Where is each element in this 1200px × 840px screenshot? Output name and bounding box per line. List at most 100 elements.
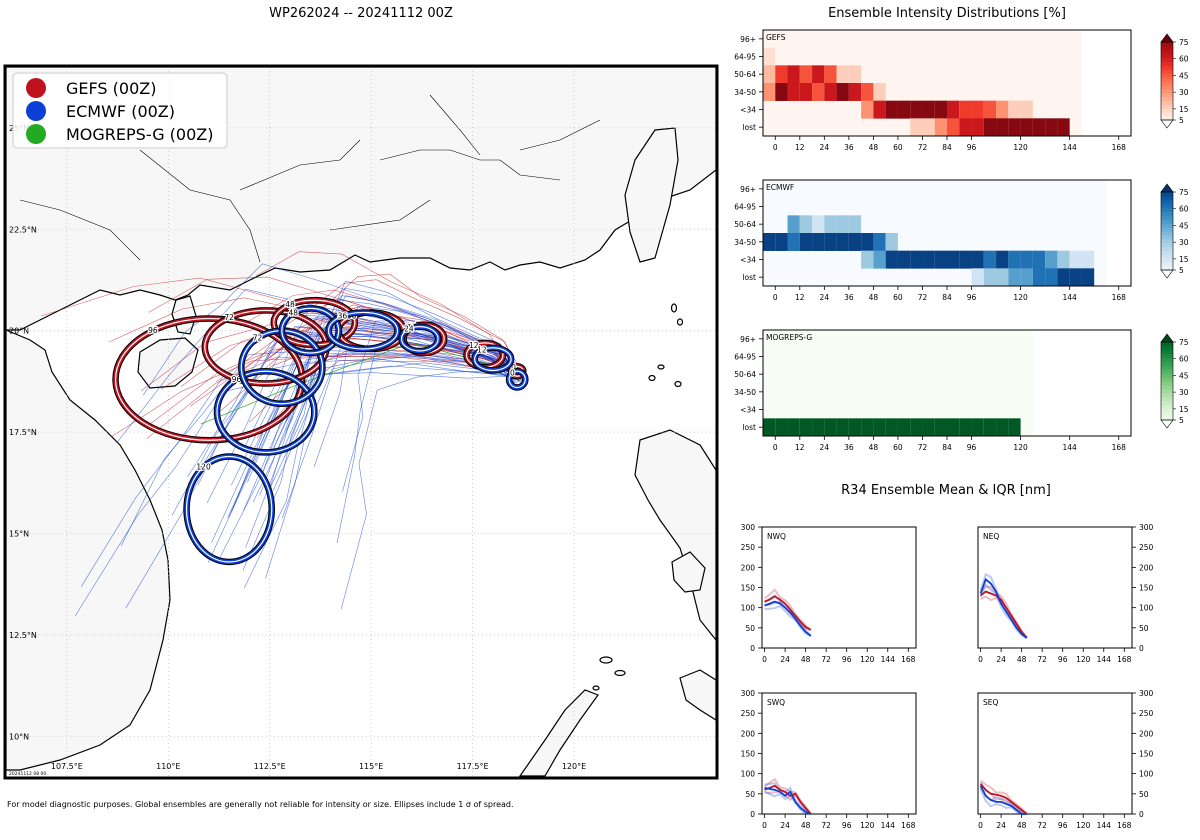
- x-tick-label: 24: [820, 293, 830, 302]
- colorbar-segment: [1161, 57, 1173, 62]
- land-mindoro: [671, 551, 706, 593]
- heatmap-cell: [824, 65, 837, 84]
- x-tick-label: 144: [1097, 655, 1112, 664]
- ellipse-inner: [185, 455, 273, 563]
- x-tick-label: 24: [996, 655, 1006, 664]
- member-track: [120, 349, 513, 547]
- y-tick-label: 64-95: [734, 353, 756, 362]
- heatmap-cell: [971, 418, 984, 437]
- y-tick-label: 250: [1139, 543, 1154, 552]
- quadrant-label: NWQ: [767, 532, 786, 541]
- heatmap-cell: [861, 100, 874, 119]
- heatmap-cell: [910, 100, 923, 119]
- y-tick-label: 250: [741, 543, 756, 552]
- heatmap-cell: [983, 100, 997, 119]
- ellipse-inner: [400, 326, 439, 352]
- y-tick-label: 100: [741, 604, 756, 613]
- heatmap-cell: [910, 250, 923, 269]
- y-tick-label: 100: [1139, 604, 1154, 613]
- colorbar-segment: [1161, 408, 1173, 413]
- x-tick-label: 96: [842, 821, 852, 830]
- y-tick-label: 34-50: [734, 238, 756, 247]
- heatmap-cell: [836, 65, 849, 84]
- heatmap-cell: [885, 250, 898, 269]
- heatmap-cell: [775, 233, 788, 251]
- heatmap-cell: [1057, 250, 1070, 269]
- island-c: [657, 364, 665, 370]
- heatmap-cell: [873, 233, 886, 251]
- land-palawan: [518, 689, 599, 777]
- x-tick-label: 168: [1117, 655, 1132, 664]
- y-tick-label: lost: [742, 273, 756, 282]
- heatmap-cell: [861, 83, 874, 101]
- ellipse-inner: [474, 347, 512, 372]
- y-tick-label: 50: [1139, 790, 1149, 799]
- heatmap-cell: [1069, 268, 1082, 287]
- colorbar-tick-label: 75: [1179, 338, 1189, 347]
- heatmap-cell: [910, 118, 923, 137]
- heatmap-cell: [848, 233, 862, 251]
- mean-line: [980, 590, 1028, 639]
- x-tick-label: 0: [773, 293, 778, 302]
- heatmap-cell: [947, 100, 960, 119]
- heatmap-cell: [836, 83, 849, 101]
- island-d: [648, 374, 656, 382]
- colorbar-segment: [1161, 416, 1173, 421]
- x-tick-label: 24: [780, 821, 790, 830]
- x-tick-label: 72: [1037, 655, 1047, 664]
- colorbar-tick-label: 30: [1179, 88, 1189, 97]
- heatmap-cell: [996, 100, 1009, 119]
- colorbar-segment: [1161, 258, 1173, 263]
- heatmap-cell: [885, 100, 898, 119]
- heatmap-cell: [812, 418, 825, 437]
- y-tick-label: 0: [750, 810, 755, 819]
- heatmap-cell: [934, 250, 947, 269]
- y-tick-label: 64-95: [734, 203, 756, 212]
- heatmap-cell: [873, 100, 886, 119]
- x-tick-label: 60: [893, 293, 903, 302]
- heatmap-cell: [1020, 100, 1033, 119]
- heatmap-cell: [1008, 118, 1021, 137]
- ellipse-hour-label: 72: [224, 313, 234, 322]
- colorbar-tick-label: 5: [1179, 266, 1184, 275]
- colorbar-segment: [1161, 92, 1173, 98]
- y-tick-label: 96+: [740, 185, 756, 194]
- intensity-heatmaps: GEFS 96+ 64-95 50-64 34-50 <34 lost 0 12 24 36 48 60…: [734, 29, 1189, 452]
- heatmap-cell: [787, 233, 800, 251]
- heatmap-cell: [873, 418, 886, 437]
- x-tick-label: 96: [1058, 821, 1068, 830]
- iqr-line: [764, 790, 811, 815]
- r34-frame: [977, 526, 1133, 649]
- y-tick-label: 300: [741, 689, 756, 698]
- colorbar-tick-label: 30: [1179, 388, 1189, 397]
- colorbar-segment: [1161, 349, 1173, 355]
- heatmap-cell: [947, 418, 960, 437]
- heatmap-cell: [1081, 250, 1095, 269]
- x-tick-label: 96: [967, 443, 977, 452]
- y-tick-label: 0: [1139, 644, 1144, 653]
- colorbar-segment: [1161, 112, 1173, 117]
- heatmap-cell: [885, 233, 898, 251]
- colorbar-segment: [1161, 392, 1173, 398]
- x-tick-label: 96: [842, 655, 852, 664]
- y-tick-label: 50-64: [734, 70, 756, 79]
- x-tick-label: 144: [1097, 821, 1112, 830]
- size-title: R34 Ensemble Mean & IQR [nm]: [841, 483, 1051, 498]
- heatmap-cell: [848, 215, 862, 234]
- heatmap-cell: [996, 250, 1009, 269]
- colorbar-frame: [1160, 341, 1174, 421]
- x-tick-label: 120: [1013, 443, 1028, 452]
- legend-marker-ecmwf: [26, 101, 46, 121]
- land-visayas: [679, 669, 716, 721]
- heatmap-cell: [812, 215, 825, 234]
- colorbar-segment: [1161, 404, 1173, 409]
- colorbar-segment: [1161, 207, 1173, 212]
- quadrant-label: SEQ: [983, 698, 998, 707]
- heatmap-cell: [848, 418, 862, 437]
- heatmap-cell: [799, 65, 813, 84]
- y-tick-label: 50-64: [734, 370, 756, 379]
- heatmap-cell: [1069, 250, 1082, 269]
- heatmap-cell: [848, 65, 862, 84]
- colorbar-segment: [1161, 219, 1173, 224]
- y-tick-label: <34: [740, 256, 756, 265]
